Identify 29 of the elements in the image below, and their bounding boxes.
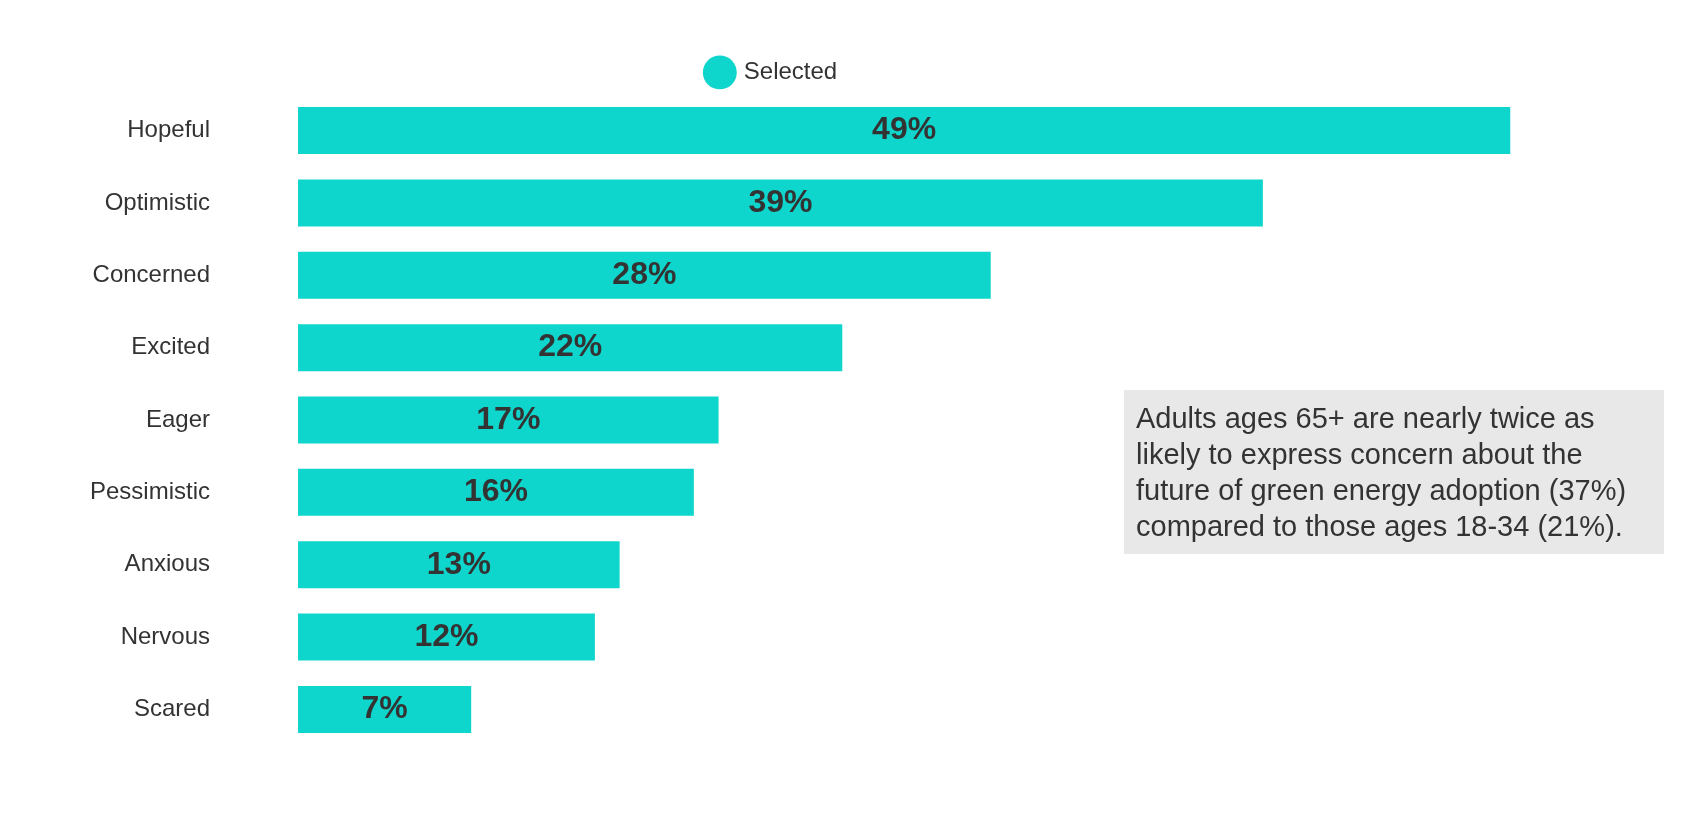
y-tick-label: Anxious xyxy=(124,549,211,577)
bar xyxy=(298,179,1263,227)
data-label: 7% xyxy=(361,689,408,726)
data-label: 49% xyxy=(872,110,937,147)
bar xyxy=(298,396,719,444)
bar xyxy=(298,468,694,516)
bar xyxy=(298,613,595,661)
y-tick-label: Concerned xyxy=(92,259,211,287)
bar xyxy=(298,541,620,589)
data-label: 22% xyxy=(538,327,603,364)
data-label: 39% xyxy=(748,182,813,219)
y-tick-label: Optimistic xyxy=(104,187,211,215)
y-tick-label: Pessimistic xyxy=(90,476,211,504)
annotation: Adults ages 65+ are nearly twice as likely to express concern about the future of green energy adoption (37%) compared to those ages 18-34 (21%). xyxy=(1124,390,1664,554)
data-label: 12% xyxy=(414,616,479,653)
y-tick-label: Eager xyxy=(145,404,211,432)
data-label: 17% xyxy=(476,399,541,436)
y-tick-label: Nervous xyxy=(120,621,211,649)
bar xyxy=(298,685,472,733)
bar xyxy=(298,324,843,372)
y-tick-label: Scared xyxy=(133,694,211,722)
y-tick-label: Hopeful xyxy=(127,115,211,143)
bar xyxy=(298,107,1511,155)
bar xyxy=(298,251,991,299)
data-label: 13% xyxy=(426,544,491,581)
legend-label: Selected xyxy=(743,57,838,85)
data-label: 16% xyxy=(463,472,528,509)
y-tick-label: Excited xyxy=(131,332,211,360)
data-label: 28% xyxy=(612,255,677,292)
